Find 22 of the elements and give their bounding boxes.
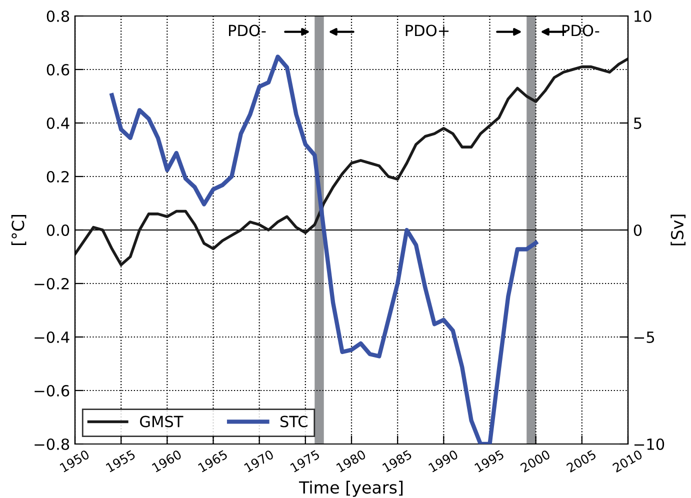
y2-tick-label: −5	[634, 332, 654, 344]
y-tick-label: −0.6	[34, 384, 70, 397]
annotation: PDO-	[229, 24, 266, 36]
y2-axis-title: [Sv]	[670, 214, 686, 246]
annotation: PDO+	[406, 24, 449, 36]
y-tick-label: 0.4	[46, 117, 70, 130]
y2-tick-label: 10	[634, 10, 652, 22]
y-tick-label: −0.8	[34, 438, 70, 450]
y-tick-label: 0.8	[46, 10, 70, 22]
y-axis-title: [°C]	[11, 214, 26, 246]
y-tick-label: 0.0	[46, 224, 70, 236]
y2-tick-label: 5	[634, 118, 642, 130]
legend-label: STC	[280, 416, 308, 428]
y-tick-label: 0.6	[46, 64, 70, 76]
y2-tick-label: −10	[634, 438, 664, 450]
y2-tick-label: 0	[634, 224, 642, 236]
legend-label: GMST	[140, 416, 184, 428]
annotation: PDO-	[562, 24, 600, 36]
y-tick-label: 0.2	[46, 170, 69, 183]
y-tick-label: −0.2	[34, 278, 69, 290]
x-axis-title: Time [years]	[298, 480, 403, 497]
y-tick-label: −0.4	[34, 331, 70, 344]
